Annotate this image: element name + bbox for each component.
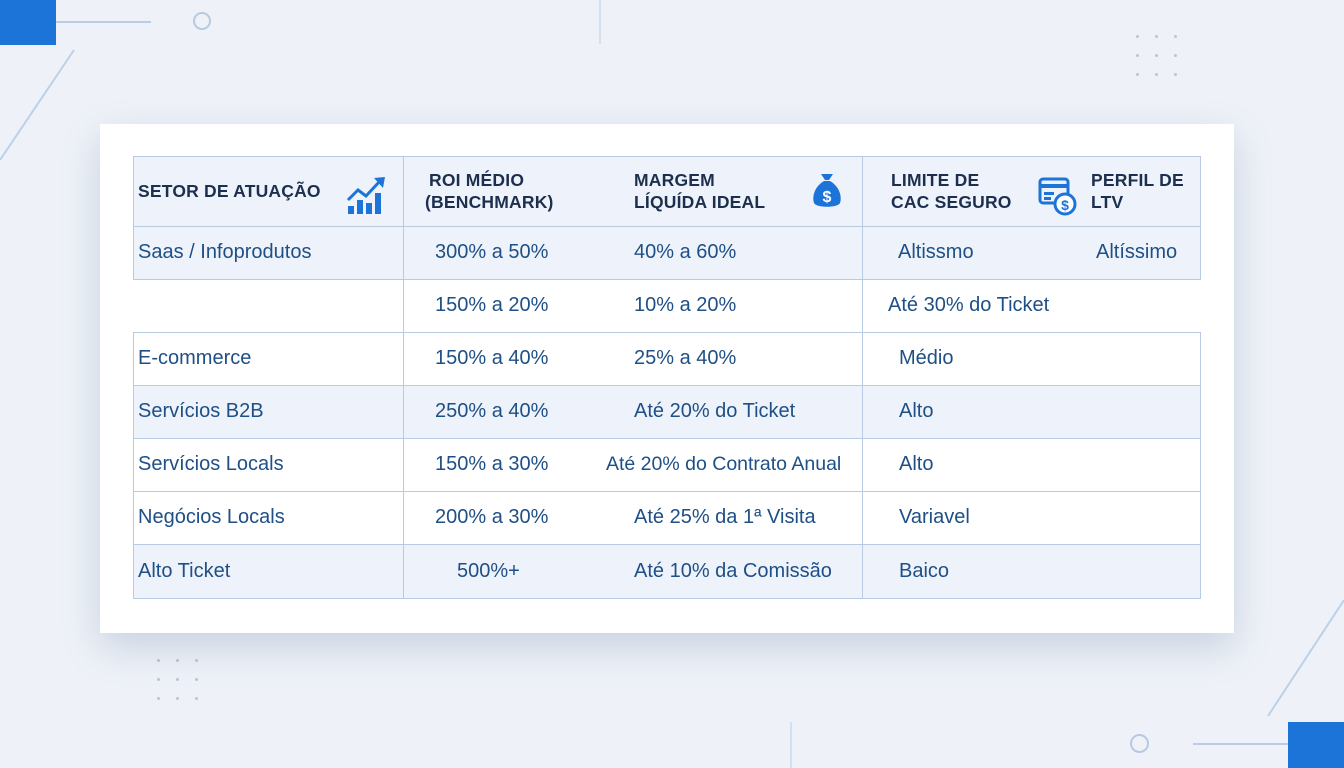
cell-sector: Servícios Locals xyxy=(138,453,284,475)
grid-line xyxy=(133,385,1201,386)
decor-circle-bottom-right xyxy=(1130,734,1149,753)
cell-margin: 40% a 60% xyxy=(634,241,737,263)
table-row: Saas / Infoprodutos 300% a 50% 40% a 60%… xyxy=(133,226,1201,279)
table-row: Servícios Locals 150% a 30% Até 20% do C… xyxy=(133,438,1201,491)
header-ltv-line2: LTV xyxy=(1091,192,1124,212)
cell-sector: Alto Ticket xyxy=(138,559,231,582)
decor-square-bottom-right xyxy=(1288,722,1344,768)
decor-line-bottom-right xyxy=(1193,743,1288,745)
decor-square-top-left xyxy=(0,0,56,45)
header-cac: LIMITE DE CAC SEGURO xyxy=(891,156,1012,226)
table-row: Servícios B2B 250% a 40% Até 20% do Tick… xyxy=(133,385,1201,438)
cell-roi: 200% a 30% xyxy=(435,506,549,528)
table-row: 150% a 20% 10% a 20% Até 30% do Ticket xyxy=(133,279,1201,332)
cell-sector: Negócios Locals xyxy=(138,506,285,528)
cell-cac: Variavel xyxy=(899,506,970,528)
grid-line xyxy=(403,156,404,598)
svg-text:$: $ xyxy=(1061,197,1069,213)
table-card: SETOR DE ATUAÇÃO ROI MÉDIO (BENCHMARK) M… xyxy=(100,124,1234,633)
header-margin: MARGEM LÍQUÍDA IDEAL xyxy=(634,156,765,226)
decor-dots-bottom-left xyxy=(157,659,198,700)
grid-line xyxy=(1200,332,1201,598)
cell-roi: 150% a 20% xyxy=(435,294,549,316)
cell-roi: 150% a 30% xyxy=(435,453,549,475)
grid-line xyxy=(862,156,863,598)
cell-cac: Baico xyxy=(899,559,950,582)
cell-margin: Até 10% da Comissão xyxy=(634,559,832,582)
cell-cac: Médio xyxy=(899,347,954,369)
cell-margin: 25% a 40% xyxy=(634,347,737,369)
grid-line xyxy=(133,279,1201,280)
header-ltv-line1: PERFIL DE xyxy=(1091,170,1184,190)
table-row: E-commerce 150% a 40% 25% a 40% Médio xyxy=(133,332,1201,385)
svg-text:$: $ xyxy=(823,189,832,206)
grid-line xyxy=(133,156,1201,157)
decor-circle-top-left xyxy=(193,12,211,30)
header-cac-line1: LIMITE DE xyxy=(891,170,980,190)
cell-sector: Servícios B2B xyxy=(138,400,264,422)
header-roi-line1: ROI MÉDIO xyxy=(429,170,525,190)
decor-line-top-left xyxy=(56,21,151,23)
cell-cac: Alto xyxy=(899,400,934,422)
cell-margin: Até 25% da 1ª Visita xyxy=(634,506,816,528)
decor-dots-top-right xyxy=(1136,35,1177,76)
cell-sector: E-commerce xyxy=(138,347,252,369)
header-margin-line2: LÍQUÍDA IDEAL xyxy=(634,192,766,212)
cell-ltv: Altíssimo xyxy=(1096,241,1178,263)
grid-line xyxy=(1200,156,1201,279)
table-row: Alto Ticket 500%+ Até 10% da Comissão Ba… xyxy=(133,544,1201,598)
grid-line xyxy=(133,598,1201,599)
grid-line xyxy=(133,438,1201,439)
grid-line xyxy=(133,491,1201,492)
cell-roi: 150% a 40% xyxy=(435,347,549,369)
benchmark-table: SETOR DE ATUAÇÃO ROI MÉDIO (BENCHMARK) M… xyxy=(133,156,1201,600)
cell-roi: 300% a 50% xyxy=(435,241,549,263)
header-roi: ROI MÉDIO (BENCHMARK) xyxy=(425,156,554,226)
cell-cac: Alto xyxy=(899,453,934,475)
cell-roi: 250% a 40% xyxy=(435,400,549,422)
grid-line xyxy=(133,332,1201,333)
cell-sector: Saas / Infoprodutos xyxy=(138,241,312,263)
cell-margin: 10% a 20% xyxy=(634,294,737,316)
header-margin-line1: MARGEM xyxy=(634,170,715,190)
cell-cac: Altissmo xyxy=(898,241,974,263)
cell-cac: Até 30% do Ticket xyxy=(888,294,1050,316)
cell-roi: 500%+ xyxy=(457,559,520,582)
chart-up-icon xyxy=(346,177,385,214)
grid-line xyxy=(133,156,134,279)
card-dollar-icon: $ xyxy=(1038,177,1077,216)
cell-margin: Até 20% do Ticket xyxy=(634,400,796,422)
header-ltv: PERFIL DE LTV xyxy=(1091,156,1184,226)
grid-line xyxy=(133,544,1201,545)
header-roi-line2: (BENCHMARK) xyxy=(425,192,554,212)
table-row: Negócios Locals 200% a 30% Até 25% da 1ª… xyxy=(133,491,1201,544)
header-cac-line2: CAC SEGURO xyxy=(891,192,1012,212)
money-bag-icon: $ xyxy=(813,174,841,207)
header-sector: SETOR DE ATUAÇÃO xyxy=(138,181,321,201)
cell-margin: Até 20% do Contrato Anual xyxy=(606,453,842,475)
table-header-row: SETOR DE ATUAÇÃO ROI MÉDIO (BENCHMARK) M… xyxy=(133,156,1201,226)
grid-line xyxy=(133,332,134,598)
decor-line-bottom xyxy=(790,722,792,768)
decor-line-top xyxy=(599,0,601,44)
grid-line xyxy=(133,226,1201,227)
